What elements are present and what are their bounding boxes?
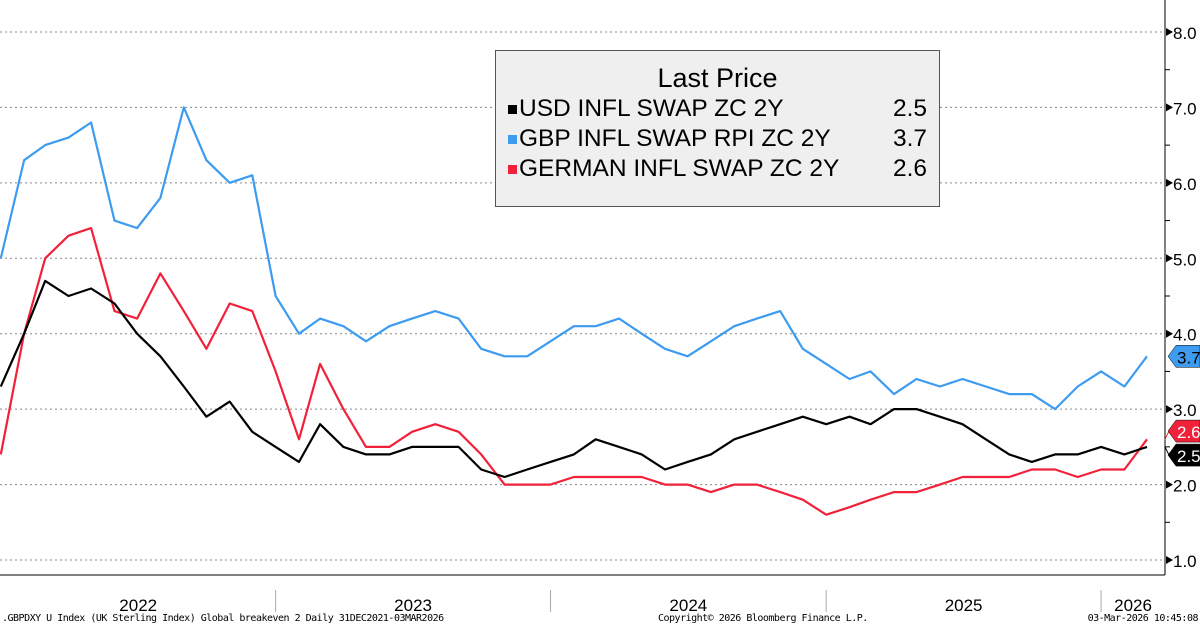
y-tick [1166, 178, 1173, 187]
legend-title: Last Price [657, 63, 778, 93]
last-value-leader [1164, 446, 1170, 456]
x-tick-label: 2026 [1114, 596, 1152, 615]
y-tick-label: 4.0 [1173, 326, 1197, 345]
legend-value: 2.5 [892, 95, 927, 122]
y-tick [1166, 480, 1173, 489]
series-line-gbp-infl-swap-rpi-zc-2y [0, 106, 1148, 411]
legend-swatch [508, 135, 517, 144]
legend-entry-gbp: GBP INFL SWAP RPI ZC 2Y 3.7 [496, 124, 939, 154]
legend-value: 2.6 [892, 155, 927, 182]
legend-name: GBP INFL SWAP RPI ZC 2Y [519, 125, 831, 152]
y-tick [1166, 27, 1173, 36]
y-tick [1166, 103, 1173, 112]
footer-source: .GBPDXY U Index (UK Sterling Index) Glob… [2, 613, 444, 624]
y-tick [1166, 254, 1173, 263]
legend: Last Price USD INFL SWAP ZC 2Y 2.5 GBP I… [495, 50, 940, 207]
y-tick-label: 6.0 [1173, 175, 1197, 194]
x-tick-label: 2022 [119, 596, 157, 615]
y-tick-label: 7.0 [1173, 99, 1197, 118]
y-tick [1166, 329, 1173, 338]
x-tick-label: 2024 [669, 596, 707, 615]
x-tick-label: 2025 [945, 596, 983, 615]
legend-swatch [508, 105, 517, 114]
y-tick-label: 5.0 [1173, 250, 1197, 269]
last-value-tag [1167, 345, 1200, 368]
legend-entry-usd: USD INFL SWAP ZC 2Y 2.5 [496, 94, 939, 124]
series-line-usd-infl-swap-zc-2y [0, 279, 1148, 479]
legend-entry-german: GERMAN INFL SWAP ZC 2Y 2.6 [496, 154, 939, 184]
footer-copyright: Copyright© 2026 Bloomberg Finance L.P. [658, 613, 868, 624]
legend-name: USD INFL SWAP ZC 2Y [519, 95, 784, 122]
footer-timestamp: 03-Mar-2026 10:45:08 [1087, 613, 1199, 624]
last-value-tag [1167, 443, 1200, 467]
x-tick-label: 2023 [394, 596, 432, 615]
series-line-german-infl-swap-zc-2y [0, 227, 1148, 516]
last-value-tag [1167, 419, 1200, 443]
y-tick-label: 2.0 [1173, 477, 1197, 496]
last-value-label: 2.6 [1177, 423, 1200, 442]
legend-value: 3.7 [892, 125, 927, 152]
y-tick-label: 1.0 [1173, 552, 1197, 571]
y-tick-label: 8.0 [1173, 24, 1197, 43]
y-tick [1166, 556, 1173, 564]
y-tick-label: 3.0 [1173, 401, 1197, 420]
last-value-label: 2.5 [1177, 447, 1200, 466]
legend-swatch [508, 165, 517, 174]
legend-name: GERMAN INFL SWAP ZC 2Y [519, 155, 840, 182]
last-value-leader [1164, 430, 1170, 440]
y-tick [1166, 405, 1173, 414]
last-value-label: 3.7 [1177, 348, 1200, 367]
